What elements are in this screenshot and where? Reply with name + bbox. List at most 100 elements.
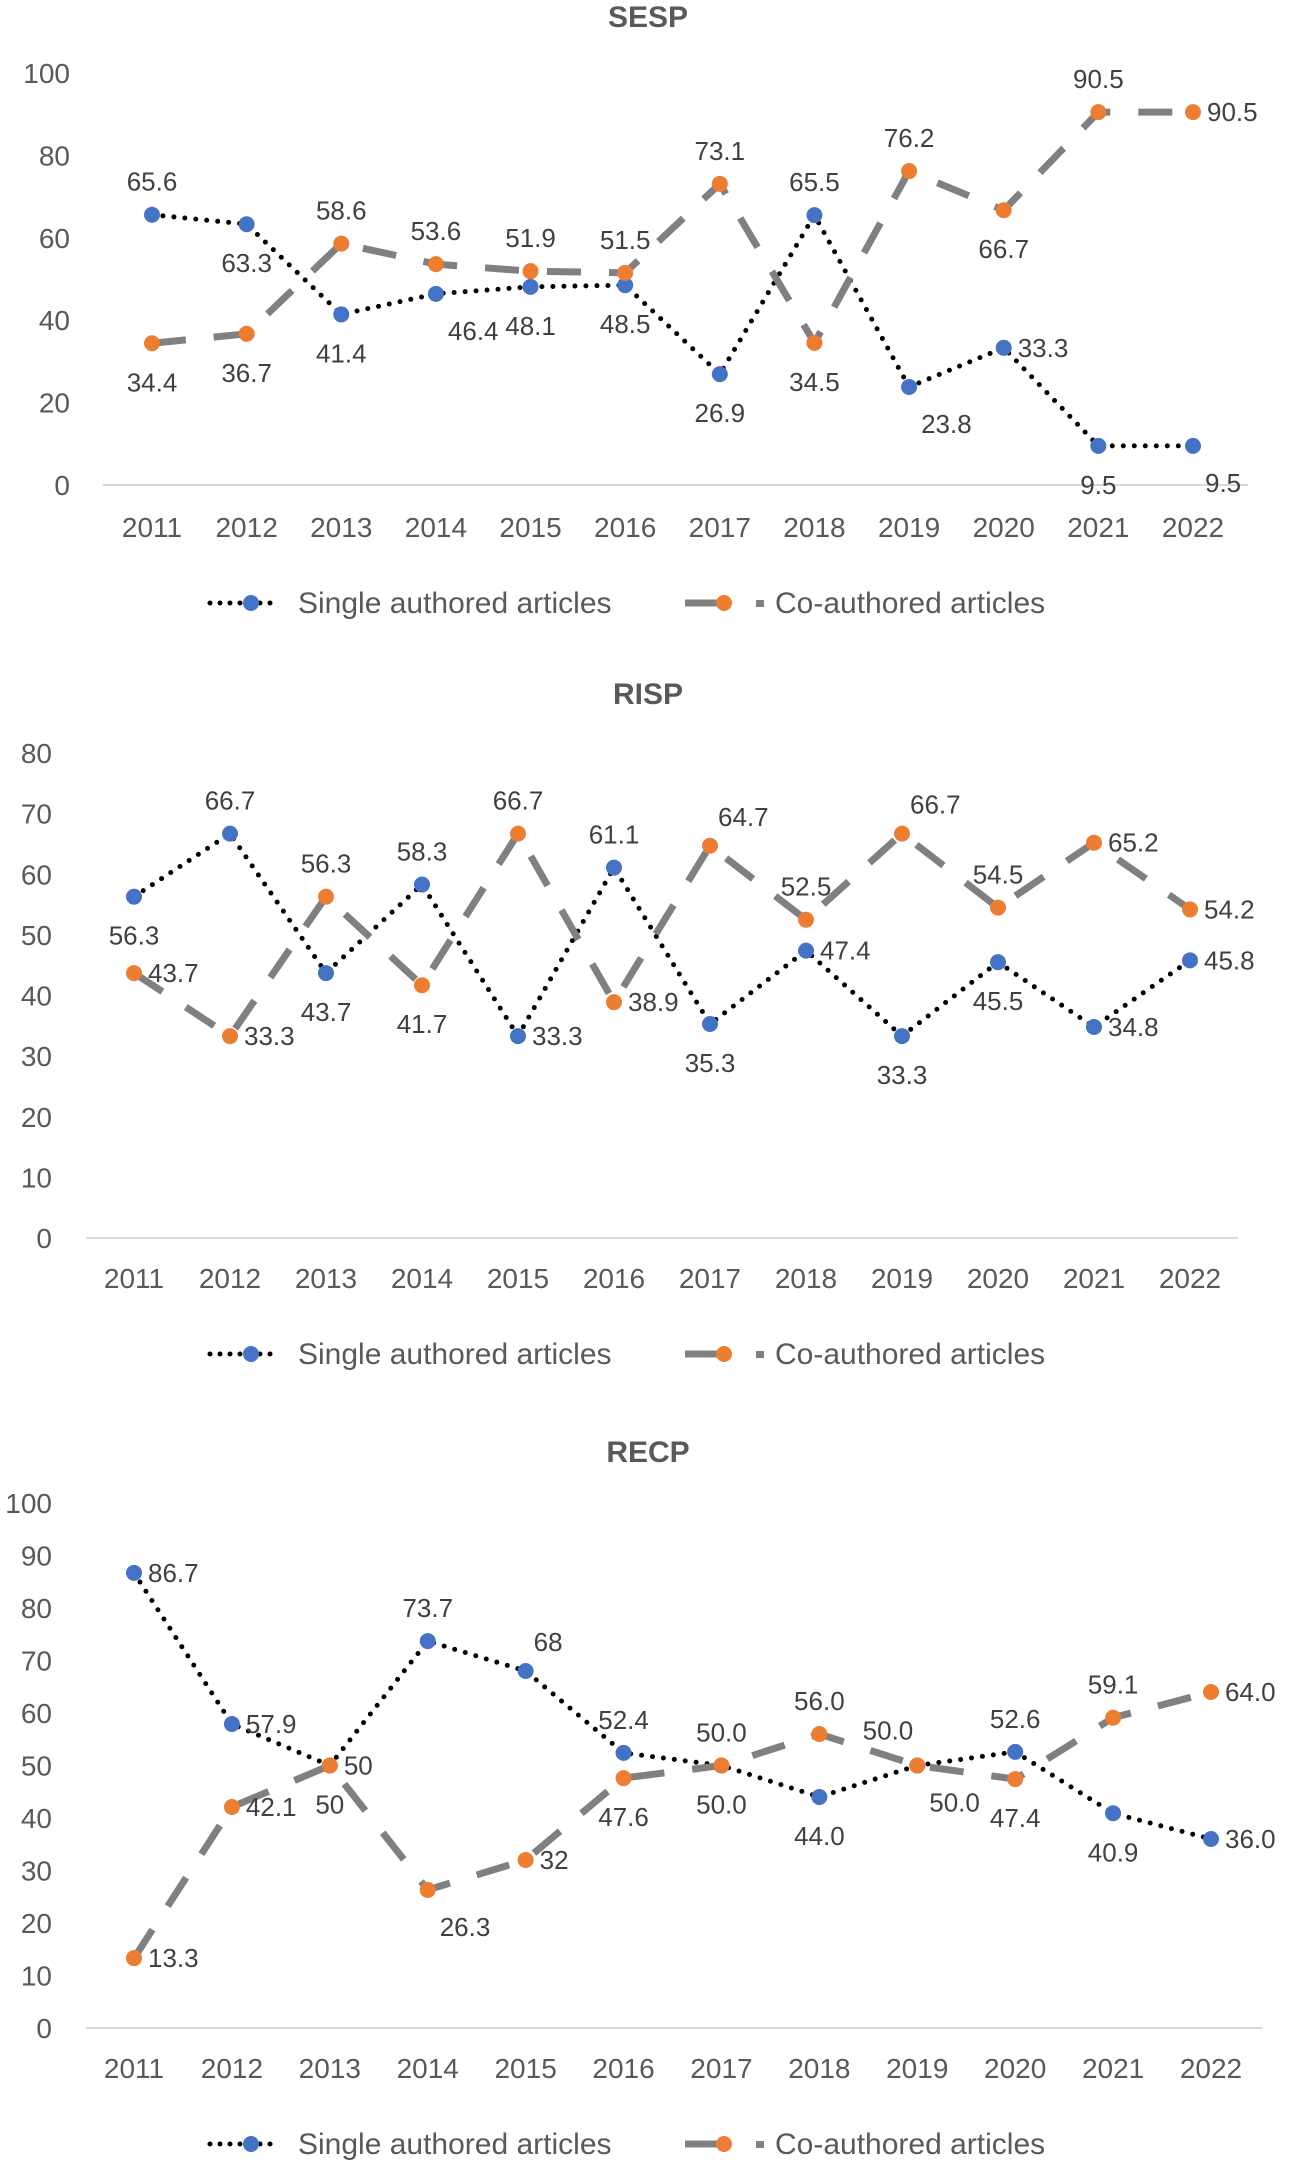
data-label: 42.1 (246, 1792, 297, 1822)
data-label: 63.3 (221, 248, 272, 278)
y-tick-label: 0 (54, 470, 70, 501)
single-point (1086, 1019, 1102, 1036)
co-point (427, 256, 444, 273)
data-label: 66.7 (493, 786, 544, 816)
co-point (222, 1028, 238, 1045)
data-label: 47.4 (820, 936, 871, 966)
data-label: 73.7 (402, 1593, 453, 1623)
single-point (811, 1789, 828, 1805)
y-tick-label: 80 (39, 140, 70, 171)
data-label: 50.0 (929, 1788, 980, 1818)
y-tick-label: 30 (21, 1041, 52, 1072)
data-label: 54.2 (1204, 894, 1255, 924)
data-label: 45.8 (1204, 945, 1255, 975)
series-line-single (131, 830, 1193, 1041)
legend-co-label: Co-authored articles (775, 2128, 1045, 2161)
single-point (990, 954, 1006, 971)
co-point (522, 263, 539, 280)
x-tick-label: 2015 (499, 512, 561, 543)
legend-single-marker-icon (243, 2136, 259, 2152)
data-label: 26.9 (695, 398, 746, 428)
co-point (321, 1757, 338, 1774)
single-point (798, 942, 814, 959)
series-line-single (131, 1570, 1214, 1842)
y-tick-label: 30 (21, 1856, 52, 1887)
data-label: 40.9 (1088, 1837, 1139, 1867)
legend-co-marker-icon (716, 2136, 732, 2152)
single-point (419, 1633, 436, 1650)
single-point (222, 825, 238, 842)
legend-co-dash-icon (756, 1351, 764, 1358)
legend-co-marker-icon (716, 1346, 732, 1362)
co-point (798, 911, 814, 928)
co-point (223, 1798, 240, 1815)
single-point (126, 888, 142, 905)
x-tick-label: 2012 (215, 512, 277, 543)
data-label: 73.1 (695, 136, 746, 166)
co-point (606, 994, 622, 1011)
co-point (414, 977, 430, 994)
data-label: 41.7 (397, 1009, 448, 1039)
single-point (1203, 1831, 1219, 1847)
x-tick-label: 2018 (788, 2053, 850, 2084)
single-point (517, 1663, 534, 1679)
legend-co-dash-icon (756, 2141, 764, 2148)
single-point (1090, 437, 1107, 454)
data-label: 51.5 (600, 225, 651, 255)
data-label: 90.5 (1073, 64, 1124, 94)
data-label: 43.7 (148, 958, 199, 988)
data-label: 41.4 (316, 338, 367, 368)
co-point (1105, 1709, 1122, 1726)
co-point (909, 1757, 926, 1774)
co-point (806, 334, 823, 351)
data-label: 48.5 (600, 309, 651, 339)
series-line-co (132, 826, 1192, 1041)
data-label: 59.1 (1088, 1670, 1139, 1700)
y-tick-label: 0 (36, 1223, 52, 1254)
y-tick-label: 60 (21, 859, 52, 890)
data-label: 50 (344, 1751, 373, 1781)
x-tick-label: 2012 (199, 1263, 261, 1294)
data-label: 33.3 (532, 1021, 583, 1051)
series-line-co (131, 1688, 1212, 1961)
data-label: 33.3 (1018, 333, 1069, 363)
x-tick-label: 2017 (690, 2053, 752, 2084)
co-point (1090, 104, 1107, 121)
data-label: 66.7 (910, 790, 961, 820)
co-point (901, 163, 918, 180)
data-label: 50.0 (863, 1716, 914, 1746)
x-tick-label: 2013 (295, 1263, 357, 1294)
data-label: 58.6 (316, 196, 367, 226)
single-point (894, 1028, 910, 1045)
legend-single-marker-icon (243, 595, 259, 611)
x-tick-label: 2022 (1159, 1263, 1221, 1294)
y-tick-label: 50 (21, 920, 52, 951)
x-tick-label: 2015 (487, 1263, 549, 1294)
data-label: 61.1 (589, 820, 640, 850)
x-tick-label: 2013 (310, 512, 372, 543)
single-point (522, 278, 539, 295)
data-label: 9.5 (1080, 470, 1116, 500)
y-tick-label: 100 (5, 1488, 52, 1519)
data-label: 56.0 (794, 1686, 845, 1716)
single-point (414, 876, 430, 893)
co-point (894, 825, 910, 842)
data-label: 58.3 (397, 837, 448, 867)
x-tick-label: 2021 (1082, 2053, 1144, 2084)
x-tick-label: 2014 (391, 1263, 453, 1294)
x-tick-label: 2014 (405, 512, 467, 543)
x-tick-label: 2021 (1063, 1263, 1125, 1294)
x-tick-label: 2016 (583, 1263, 645, 1294)
co-point (713, 1757, 730, 1774)
data-label: 50.0 (696, 1718, 747, 1748)
y-tick-label: 40 (39, 305, 70, 336)
chart-title: SESP (608, 1, 688, 34)
x-tick-label: 2022 (1162, 512, 1224, 543)
x-tick-label: 2022 (1180, 2053, 1242, 2084)
x-tick-label: 2016 (592, 2053, 654, 2084)
data-label: 35.3 (685, 1048, 736, 1078)
co-point (615, 1770, 632, 1787)
series-line-co (151, 108, 1193, 350)
data-label: 47.4 (990, 1803, 1041, 1833)
co-point (419, 1881, 436, 1898)
